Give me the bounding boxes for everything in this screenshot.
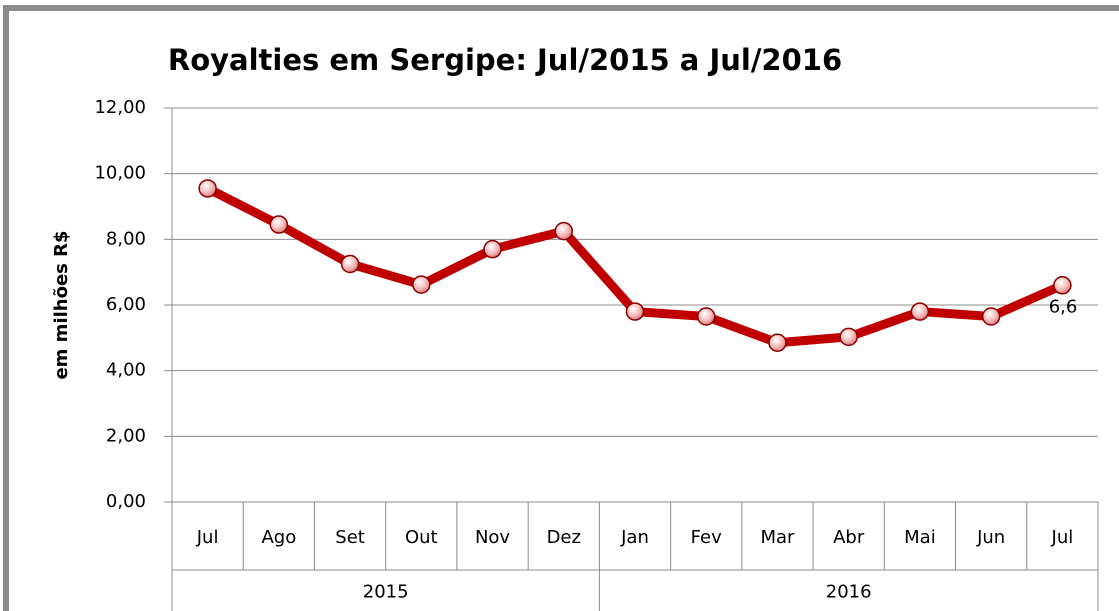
y-tick-label: 8,00	[106, 228, 146, 249]
marker	[269, 215, 289, 234]
x-tick-label: Jul	[196, 527, 219, 548]
marker	[910, 302, 930, 321]
y-tick-label: 12,00	[94, 97, 146, 118]
x-tick-label: Jul	[1051, 527, 1074, 548]
marker	[340, 254, 360, 274]
marker	[1053, 276, 1072, 295]
marker	[198, 179, 217, 198]
x-tick-label: Out	[405, 527, 438, 548]
x-tick-label: Fev	[691, 527, 722, 548]
group-label: 2016	[826, 582, 872, 603]
x-tick-label: Jan	[620, 527, 649, 548]
marker	[768, 333, 787, 353]
x-tick-label: Dez	[547, 527, 581, 548]
group-label: 2015	[363, 582, 409, 603]
marker	[625, 302, 645, 321]
marker	[483, 239, 502, 259]
y-tick-label: 4,00	[106, 360, 146, 381]
y-tick-label: 2,00	[106, 425, 146, 446]
marker	[981, 307, 1001, 326]
x-tick-label: Nov	[475, 527, 510, 548]
chart-title: Royalties em Sergipe: Jul/2015 a Jul/201…	[168, 43, 842, 77]
marker	[839, 327, 858, 347]
x-tick-label: Ago	[261, 527, 296, 548]
y-axis-label: em milhões R$	[51, 230, 72, 379]
x-tick-label: Abr	[833, 527, 865, 548]
data-label: 6,6	[1049, 296, 1078, 317]
y-tick-label: 10,00	[94, 163, 146, 184]
marker	[412, 275, 431, 294]
frame	[3, 5, 1119, 611]
y-tick-label: 6,00	[106, 294, 146, 315]
marker	[696, 307, 716, 326]
marker	[554, 221, 574, 241]
x-tick-label: Set	[335, 527, 365, 548]
y-tick-label: 0,00	[106, 491, 146, 512]
x-tick-label: Mar	[760, 527, 795, 548]
x-tick-label: Jun	[976, 527, 1005, 548]
x-tick-label: Mai	[904, 527, 936, 548]
